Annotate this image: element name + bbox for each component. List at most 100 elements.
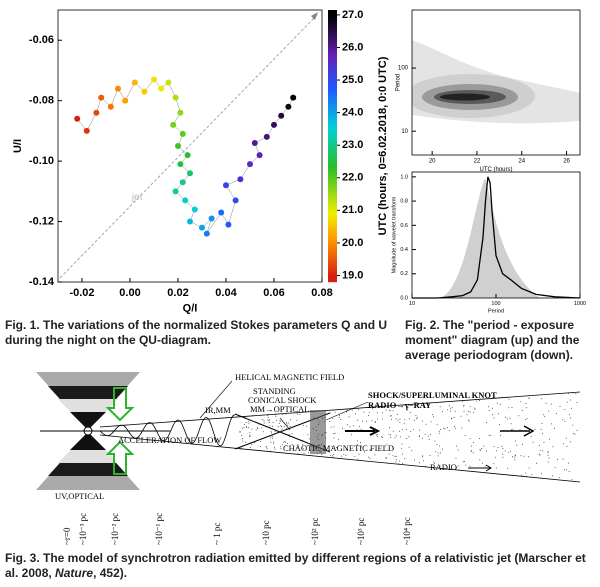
speckle	[280, 446, 282, 448]
point	[208, 215, 215, 222]
speckle	[321, 435, 323, 437]
speckle	[488, 434, 490, 436]
speckle	[528, 467, 530, 469]
speckle	[271, 432, 272, 434]
colorbar-cell	[328, 28, 337, 31]
y-tick-label: -0.12	[29, 215, 54, 227]
colorbar-cell	[328, 126, 337, 129]
speckle	[260, 441, 262, 443]
speckle	[317, 424, 319, 425]
point	[172, 94, 179, 101]
label-chaotic: CHAOTIC MAGNETIC FIELD	[283, 443, 394, 453]
colorbar-cell	[328, 76, 337, 79]
speckle	[493, 417, 495, 419]
colorbar-cell	[328, 54, 337, 57]
x-tick-label: 26	[563, 159, 570, 165]
speckle	[492, 407, 494, 409]
speckle	[479, 449, 481, 451]
point	[251, 139, 258, 146]
speckle	[520, 455, 522, 457]
colorbar-cell	[328, 224, 337, 227]
colorbar-cell	[328, 164, 337, 167]
speckle	[356, 444, 358, 446]
x-tick-label: 0.02	[167, 287, 188, 299]
caption-text: Fig. 3. The model of synchrotron radiati…	[5, 551, 586, 580]
x-tick-label: 1000	[574, 301, 586, 307]
speckle	[552, 475, 554, 477]
distance-label: ~10⁻¹ pc	[154, 513, 164, 545]
speckle	[394, 437, 396, 439]
speckle	[299, 414, 301, 415]
colorbar-cell	[328, 58, 337, 61]
speckle	[275, 414, 276, 416]
speckle	[289, 436, 291, 438]
speckle	[430, 421, 432, 423]
speckle	[436, 424, 438, 426]
point	[115, 85, 121, 92]
colorbar-cell	[328, 254, 337, 257]
colorbar-cell	[328, 98, 337, 101]
colorbar-cell	[328, 228, 337, 231]
speckle	[355, 413, 357, 415]
point	[203, 230, 210, 237]
speckle	[505, 416, 507, 418]
speckle	[274, 448, 276, 450]
speckle	[467, 419, 469, 421]
colorbar-cell	[328, 206, 337, 209]
speckle	[324, 417, 326, 418]
colorbar-cell	[328, 256, 337, 259]
speckle	[482, 462, 483, 464]
speckle	[269, 425, 271, 427]
distance-label: ~10 pc	[261, 520, 271, 545]
speckle	[456, 467, 458, 469]
speckle	[471, 445, 472, 447]
colorbar-cell	[328, 146, 337, 149]
speckle	[399, 430, 400, 432]
speckle	[248, 422, 250, 424]
speckle	[574, 433, 576, 435]
colorbar-cell	[328, 38, 337, 41]
speckle	[557, 458, 559, 460]
speckle	[511, 407, 513, 408]
point	[177, 161, 184, 168]
speckle	[542, 433, 543, 435]
point	[93, 109, 100, 116]
point	[187, 170, 193, 177]
speckle	[525, 475, 527, 477]
colorbar-cell	[328, 266, 337, 269]
colorbar-cell	[328, 10, 337, 13]
point	[218, 209, 225, 216]
speckle	[425, 423, 427, 425]
colorbar-cell	[328, 32, 337, 35]
speckle	[244, 416, 246, 418]
speckle	[327, 450, 329, 452]
colorbar-cell	[328, 114, 337, 117]
speckle	[404, 419, 406, 421]
speckle	[302, 448, 304, 450]
speckle	[392, 455, 394, 457]
speckle	[508, 407, 510, 409]
speckle	[514, 459, 516, 461]
colorbar-cell	[328, 234, 337, 237]
speckle	[399, 460, 401, 462]
label-uv: UV,OPTICAL	[55, 491, 104, 501]
speckle	[274, 429, 276, 431]
speckle	[539, 454, 541, 456]
speckle	[493, 446, 495, 447]
point	[225, 221, 232, 228]
colorbar-cell	[328, 262, 337, 265]
colorbar-cell	[328, 122, 337, 125]
speckle	[308, 438, 310, 440]
speckle	[285, 413, 286, 415]
speckle	[450, 407, 452, 409]
speckle	[456, 445, 458, 447]
point	[151, 76, 157, 83]
speckle	[246, 426, 247, 427]
colorbar-tick-label: 20.0	[342, 237, 363, 249]
speckle	[390, 437, 392, 438]
point	[74, 115, 81, 122]
point	[263, 133, 270, 140]
speckle	[428, 438, 430, 440]
speckle	[338, 439, 339, 441]
